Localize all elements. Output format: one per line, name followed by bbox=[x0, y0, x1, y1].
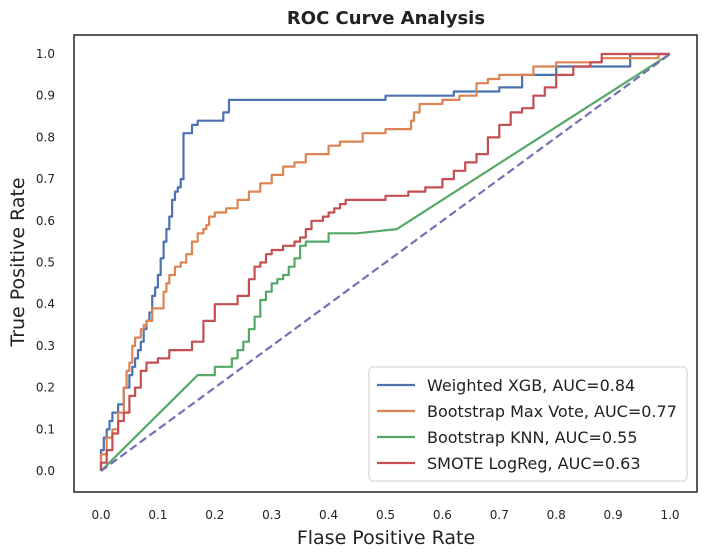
y-tick-label: 0.6 bbox=[36, 214, 55, 228]
y-tick-label: 0.7 bbox=[36, 172, 55, 186]
series-line-1 bbox=[99, 52, 670, 471]
y-tick-label: 1.0 bbox=[36, 47, 55, 61]
plot-frame bbox=[73, 34, 698, 493]
y-tick-label: 0.8 bbox=[36, 130, 55, 144]
y-axis-label: True Positive Rate bbox=[7, 177, 29, 347]
chance-diagonal-line bbox=[100, 53, 671, 472]
series-line-3 bbox=[99, 52, 670, 471]
legend: Weighted XGB, AUC=0.84 Bootstrap Max Vote… bbox=[368, 366, 688, 482]
x-tick-label: 0.7 bbox=[490, 508, 509, 522]
x-tick-label: 0.8 bbox=[547, 508, 566, 522]
legend-label: Weighted XGB, AUC=0.84 bbox=[427, 376, 635, 395]
x-tick-label: 0.6 bbox=[433, 508, 452, 522]
y-tick-label: 0.4 bbox=[36, 297, 55, 311]
y-tick-label: 0.3 bbox=[36, 339, 55, 353]
x-tick-label: 0.0 bbox=[91, 508, 110, 522]
x-tick-label: 0.4 bbox=[319, 508, 338, 522]
x-axis-label: Flase Positive Rate bbox=[297, 527, 475, 549]
x-tick-label: 1.0 bbox=[660, 508, 679, 522]
legend-box bbox=[368, 366, 688, 482]
chart-title: ROC Curve Analysis bbox=[287, 8, 485, 29]
x-tick-label: 0.1 bbox=[148, 508, 167, 522]
legend-label: SMOTE LogReg, AUC=0.63 bbox=[427, 454, 641, 473]
x-tick-label: 0.3 bbox=[262, 508, 281, 522]
y-tick-label: 0.5 bbox=[36, 256, 55, 270]
y-tick-label: 0.0 bbox=[36, 464, 55, 478]
series-line-2 bbox=[100, 53, 671, 472]
y-tick-label: 0.9 bbox=[36, 89, 55, 103]
y-tick-label: 0.2 bbox=[36, 381, 55, 395]
legend-label: Bootstrap KNN, AUC=0.55 bbox=[427, 428, 638, 447]
x-tick-label: 0.5 bbox=[376, 508, 395, 522]
x-tick-label: 0.2 bbox=[205, 508, 224, 522]
legend-label: Bootstrap Max Vote, AUC=0.77 bbox=[427, 402, 677, 421]
x-tick-label: 0.9 bbox=[604, 508, 623, 522]
y-tick-label: 0.1 bbox=[36, 422, 55, 436]
